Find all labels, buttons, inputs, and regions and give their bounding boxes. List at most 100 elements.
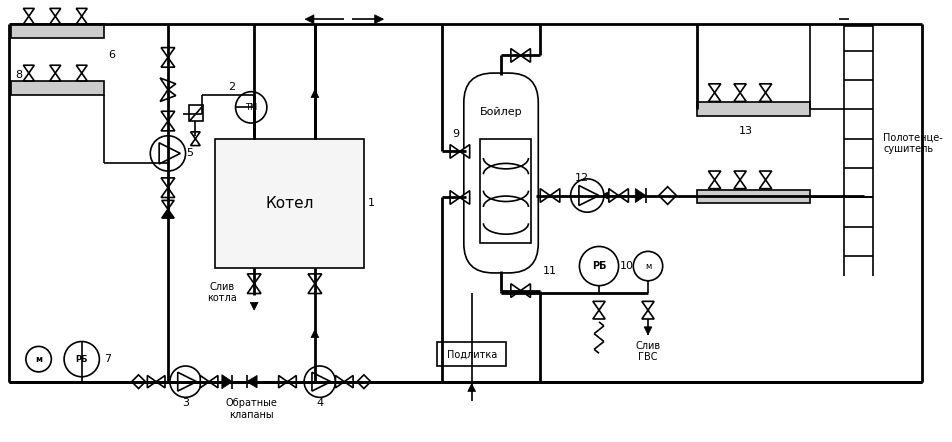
Bar xyxy=(11,81,104,95)
Polygon shape xyxy=(344,376,353,388)
Polygon shape xyxy=(178,372,196,391)
Polygon shape xyxy=(467,384,475,392)
Polygon shape xyxy=(759,93,771,102)
Polygon shape xyxy=(76,16,88,24)
Polygon shape xyxy=(50,73,61,81)
Bar xyxy=(480,139,531,243)
Polygon shape xyxy=(641,301,653,310)
Polygon shape xyxy=(549,189,559,202)
Circle shape xyxy=(169,366,201,397)
Polygon shape xyxy=(510,284,520,297)
Polygon shape xyxy=(707,180,720,189)
Polygon shape xyxy=(733,93,745,102)
Text: Бойлер: Бойлер xyxy=(479,107,522,117)
Polygon shape xyxy=(161,57,174,67)
Polygon shape xyxy=(707,84,720,93)
Circle shape xyxy=(304,366,335,397)
Polygon shape xyxy=(733,84,745,93)
Polygon shape xyxy=(250,302,258,310)
Polygon shape xyxy=(310,90,319,98)
Polygon shape xyxy=(76,8,88,16)
Polygon shape xyxy=(161,48,174,57)
Text: Подлитка: Подлитка xyxy=(446,349,496,359)
Polygon shape xyxy=(707,93,720,102)
Polygon shape xyxy=(540,189,549,202)
Bar xyxy=(437,343,506,366)
Text: м: м xyxy=(645,262,650,271)
Polygon shape xyxy=(200,376,208,388)
Bar xyxy=(189,105,203,121)
Polygon shape xyxy=(50,8,61,16)
Polygon shape xyxy=(161,188,174,198)
Circle shape xyxy=(150,136,186,171)
Text: 2: 2 xyxy=(228,82,235,92)
Text: Обратные
клапаны: Обратные клапаны xyxy=(225,398,277,420)
Polygon shape xyxy=(608,189,618,202)
Text: 6: 6 xyxy=(109,50,115,61)
Circle shape xyxy=(64,342,99,377)
Bar xyxy=(696,190,809,203)
Text: 3: 3 xyxy=(182,398,188,408)
Polygon shape xyxy=(23,8,34,16)
Polygon shape xyxy=(311,372,330,391)
Polygon shape xyxy=(222,375,232,389)
Text: 9: 9 xyxy=(452,129,459,139)
Polygon shape xyxy=(460,145,469,158)
Text: м: м xyxy=(35,354,42,364)
Text: Слив
ГВС: Слив ГВС xyxy=(635,340,660,362)
Text: 7: 7 xyxy=(104,354,110,364)
FancyBboxPatch shape xyxy=(464,73,538,273)
Polygon shape xyxy=(50,16,61,24)
Polygon shape xyxy=(247,375,257,388)
Polygon shape xyxy=(50,65,61,73)
Circle shape xyxy=(579,247,618,286)
Polygon shape xyxy=(156,376,165,388)
Text: РБ: РБ xyxy=(75,354,88,364)
Polygon shape xyxy=(733,171,745,180)
Text: Слив
котла: Слив котла xyxy=(207,282,236,303)
Polygon shape xyxy=(190,139,200,145)
Polygon shape xyxy=(307,284,322,293)
Polygon shape xyxy=(76,73,88,81)
Polygon shape xyxy=(335,376,344,388)
Polygon shape xyxy=(449,145,460,158)
Polygon shape xyxy=(707,171,720,180)
Circle shape xyxy=(633,251,662,281)
Polygon shape xyxy=(288,376,296,388)
Polygon shape xyxy=(190,132,200,139)
Text: 5: 5 xyxy=(186,149,193,158)
Polygon shape xyxy=(644,327,651,335)
Polygon shape xyxy=(160,90,175,102)
Polygon shape xyxy=(357,375,370,389)
Text: 13: 13 xyxy=(738,126,752,136)
Bar xyxy=(696,103,809,116)
Polygon shape xyxy=(23,16,34,24)
Text: 11: 11 xyxy=(543,266,556,276)
Polygon shape xyxy=(247,274,261,284)
Polygon shape xyxy=(578,186,598,206)
Polygon shape xyxy=(161,121,174,131)
Polygon shape xyxy=(159,143,180,164)
Polygon shape xyxy=(161,178,174,188)
Circle shape xyxy=(235,91,267,123)
Polygon shape xyxy=(23,65,34,73)
Polygon shape xyxy=(76,65,88,73)
Polygon shape xyxy=(278,376,288,388)
Text: 4: 4 xyxy=(316,398,323,408)
Text: Полотенце-
сушитель: Полотенце- сушитель xyxy=(883,133,942,154)
Polygon shape xyxy=(148,376,156,388)
Polygon shape xyxy=(658,187,676,204)
Polygon shape xyxy=(131,375,146,389)
Text: 10: 10 xyxy=(619,261,633,271)
Polygon shape xyxy=(601,192,608,199)
Circle shape xyxy=(570,179,604,212)
Polygon shape xyxy=(592,301,605,310)
Polygon shape xyxy=(307,274,322,284)
Polygon shape xyxy=(759,84,771,93)
Polygon shape xyxy=(247,284,261,293)
Polygon shape xyxy=(641,310,653,319)
Text: ТМ: ТМ xyxy=(245,103,257,112)
Polygon shape xyxy=(733,180,745,189)
Polygon shape xyxy=(592,310,605,319)
Polygon shape xyxy=(635,188,645,202)
